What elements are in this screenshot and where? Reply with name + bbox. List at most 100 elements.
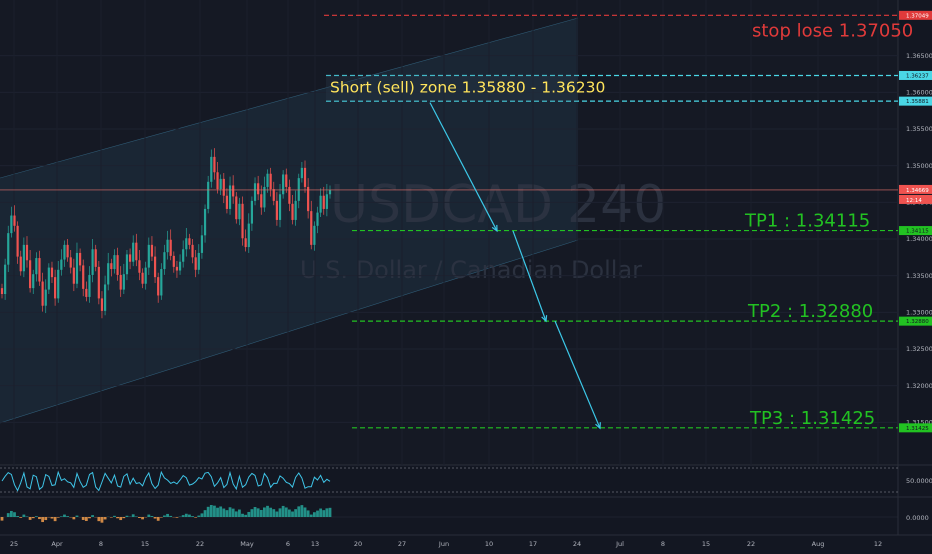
macd-histogram-bar <box>316 511 319 517</box>
candle-body <box>210 157 212 182</box>
candle-body <box>20 257 22 272</box>
macd-histogram-bar <box>325 508 328 517</box>
candle-body <box>95 249 97 267</box>
time-tick-label: Jul <box>615 540 624 548</box>
macd-histogram-bar <box>22 515 25 517</box>
level-tag-text-stop_lose: 1.37049 <box>906 13 929 19</box>
macd-histogram-bar <box>110 517 113 518</box>
sell-zone-label: Short (sell) zone 1.35880 - 1.36230 <box>330 78 605 96</box>
macd-histogram-bar <box>197 516 200 517</box>
price-tick-label: 1.36000 <box>906 89 932 97</box>
macd-histogram-bar <box>26 516 29 517</box>
macd-histogram-bar <box>254 507 257 517</box>
macd-histogram-bar <box>307 510 310 517</box>
macd-histogram-bar <box>176 517 179 518</box>
macd-histogram-bar <box>194 517 197 518</box>
candle-body <box>73 268 75 284</box>
candle-body <box>79 253 81 265</box>
macd-histogram-bar <box>82 517 85 520</box>
candle-body <box>82 265 84 288</box>
candle-body <box>298 178 300 201</box>
time-tick-label: 15 <box>141 540 149 548</box>
price-tick-label: 1.34000 <box>906 235 932 243</box>
price-tick-label: 1.32000 <box>906 382 932 390</box>
candle-body <box>42 282 44 306</box>
macd-histogram-bar <box>66 516 69 517</box>
candle-body <box>116 255 118 275</box>
macd-histogram-bar <box>310 515 313 517</box>
candle-body <box>54 277 56 298</box>
description-watermark: U.S. Dollar / Canadian Dollar <box>300 256 642 284</box>
candle-body <box>113 255 115 269</box>
candle-body <box>232 185 234 196</box>
candle-body <box>57 270 59 299</box>
candle-body <box>310 211 312 245</box>
candle-body <box>35 258 37 274</box>
candle-body <box>26 245 28 260</box>
candle-body <box>179 262 181 271</box>
candle-body <box>260 194 262 207</box>
macd-histogram-bar <box>297 506 300 517</box>
price-tick-label: 1.35000 <box>906 162 932 170</box>
candle-body <box>38 258 40 281</box>
macd-histogram-bar <box>51 517 54 519</box>
macd-histogram-bar <box>54 517 57 521</box>
macd-histogram-bar <box>35 516 38 517</box>
candle-body <box>126 254 128 274</box>
macd-histogram-bar <box>319 509 322 517</box>
candle-body <box>148 245 150 268</box>
macd-histogram-bar <box>244 515 247 517</box>
candle-body <box>132 243 134 262</box>
candle-body <box>4 265 6 294</box>
candle-body <box>154 257 156 278</box>
macd-histogram-bar <box>232 509 235 517</box>
macd-histogram-bar <box>229 507 232 517</box>
time-tick-label: Jun <box>438 540 449 548</box>
candle-body <box>185 238 187 249</box>
candle-body <box>135 243 137 261</box>
macd-histogram-bar <box>238 510 241 517</box>
macd-histogram-bar <box>104 517 107 519</box>
macd-histogram-bar <box>88 517 91 518</box>
macd-histogram-bar <box>38 517 41 519</box>
macd-histogram-bar <box>269 508 272 517</box>
candle-body <box>145 268 147 284</box>
macd-histogram-bar <box>19 517 22 518</box>
macd-axis-label: 0.0000 <box>906 514 929 522</box>
candle-body <box>160 269 162 295</box>
time-tick-label: 20 <box>354 540 362 548</box>
candle-body <box>304 168 306 187</box>
macd-histogram-bar <box>288 510 291 517</box>
candle-body <box>201 235 203 253</box>
macd-histogram-bar <box>7 513 10 517</box>
time-tick-label: 6 <box>286 540 290 548</box>
candle-body <box>285 174 287 186</box>
macd-histogram-bar <box>135 516 138 517</box>
candle-body <box>226 196 228 209</box>
candle-body <box>13 216 15 226</box>
time-tick-label: 12 <box>874 540 882 548</box>
macd-histogram-bar <box>122 517 125 518</box>
candle-body <box>229 185 231 208</box>
candle-body <box>1 288 3 294</box>
candle-body <box>60 260 62 270</box>
macd-histogram-bar <box>191 516 194 517</box>
candle-body <box>251 201 253 224</box>
candle-body <box>48 268 50 290</box>
candle-body <box>313 226 315 245</box>
time-tick-label: 13 <box>311 540 319 548</box>
macd-histogram-bar <box>300 505 303 517</box>
candle-body <box>123 274 125 289</box>
macd-histogram-bar <box>285 507 288 517</box>
macd-histogram-bar <box>204 510 207 517</box>
macd-histogram-bar <box>272 509 275 517</box>
candle-body <box>163 252 165 269</box>
price-tick-label: 1.35500 <box>906 125 932 133</box>
candle-body <box>29 260 31 288</box>
candle-body <box>316 213 318 226</box>
macd-histogram-bar <box>151 516 154 517</box>
candle-body <box>141 273 143 284</box>
